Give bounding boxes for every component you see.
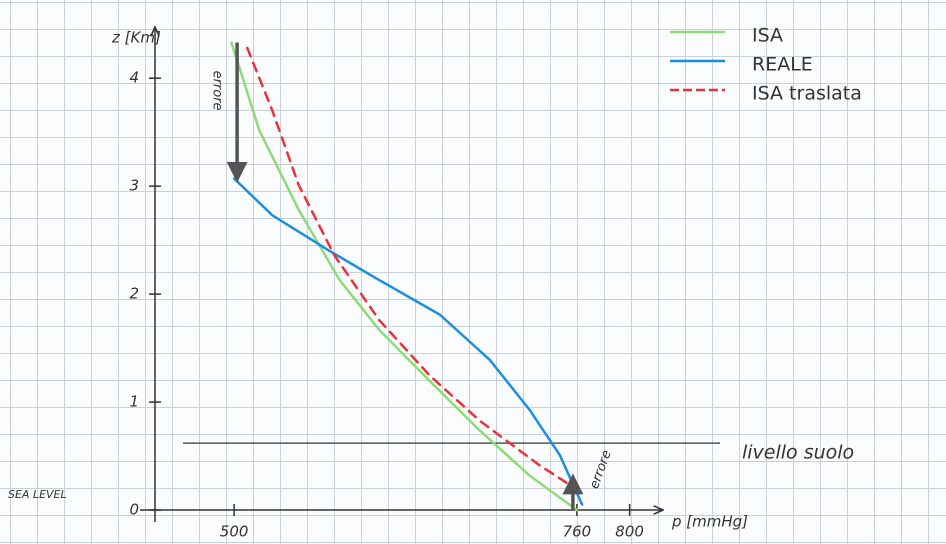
error-label: errore: [210, 71, 225, 111]
series-line: [232, 177, 584, 506]
error-label: errore: [587, 448, 615, 491]
x-tick-label: 800: [615, 523, 644, 541]
y-tick-label: 4: [129, 69, 139, 87]
ground-label: livello suolo: [742, 442, 854, 464]
x-tick-label: 760: [563, 523, 592, 541]
series-line: [246, 46, 572, 487]
legend-label: ISA: [752, 25, 783, 47]
y-tick-label: 1: [129, 393, 139, 411]
y-tick-label: 0: [129, 501, 139, 519]
y-axis-label: z [Km]: [111, 29, 161, 47]
legend-label: ISA traslata: [752, 83, 862, 105]
x-axis-label: p [mmHg]: [671, 513, 748, 531]
y-tick-label: 3: [129, 177, 139, 195]
series-line: [230, 41, 579, 512]
y-tick-label: 2: [129, 285, 139, 303]
legend-label: REALE: [752, 54, 813, 76]
sea-level-label: SEA LEVEL: [8, 488, 67, 501]
x-tick-label: 500: [220, 523, 249, 541]
